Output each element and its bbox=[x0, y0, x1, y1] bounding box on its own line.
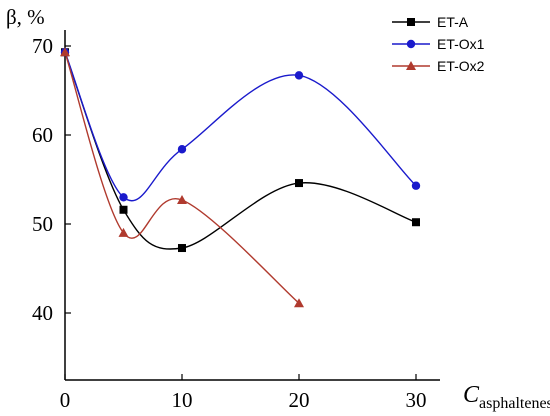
series-line-et-a bbox=[64, 51, 417, 250]
series-curves bbox=[64, 51, 417, 304]
data-point-et-a bbox=[412, 218, 420, 227]
x-tick-label: 0 bbox=[60, 388, 71, 412]
x-tick-label: 30 bbox=[406, 388, 427, 412]
data-point-et-ox2 bbox=[118, 227, 129, 237]
legend: ET-A ET-Ox1 ET-Ox2 bbox=[392, 14, 485, 74]
legend-label-et-ox1: ET-Ox1 bbox=[437, 36, 485, 52]
x-tick-label: 10 bbox=[172, 388, 193, 412]
legend-item-et-ox2: ET-Ox2 bbox=[392, 58, 485, 74]
legend-marker-et-a bbox=[407, 18, 415, 26]
legend-item-et-ox1: ET-Ox1 bbox=[392, 36, 485, 52]
data-point-et-ox1 bbox=[294, 71, 304, 80]
series-line-et-ox1 bbox=[64, 51, 417, 202]
axes bbox=[64, 30, 440, 381]
x-axis-label-main: C bbox=[463, 382, 480, 408]
legend-item-et-a: ET-A bbox=[392, 14, 469, 30]
data-point-et-a bbox=[178, 244, 186, 253]
legend-marker-et-ox1 bbox=[406, 39, 416, 49]
legend-marker-et-ox2 bbox=[406, 61, 416, 70]
series-line-et-ox2 bbox=[64, 52, 300, 304]
y-tick-label: 40 bbox=[32, 301, 53, 325]
y-tick-label: 50 bbox=[32, 212, 53, 236]
y-axis-label: β, % bbox=[6, 5, 45, 29]
data-point-et-a bbox=[295, 179, 303, 188]
data-point-et-ox2 bbox=[294, 298, 304, 308]
x-axis-label-sub: asphaltenes bbox=[479, 395, 550, 412]
data-point-et-a bbox=[119, 205, 128, 214]
x-axis-label: Casphaltenes bbox=[463, 382, 550, 412]
y-tick-label: 60 bbox=[32, 123, 53, 147]
data-point-et-ox1 bbox=[411, 181, 421, 190]
series-markers bbox=[60, 47, 421, 308]
y-tick-label: 70 bbox=[32, 34, 53, 58]
data-point-et-ox1 bbox=[119, 193, 128, 202]
x-tick-label: 20 bbox=[289, 388, 310, 412]
data-point-et-ox1 bbox=[177, 145, 187, 154]
legend-label-et-a: ET-A bbox=[437, 14, 469, 30]
ticks: 0 10 20 30 40 50 60 70 bbox=[32, 34, 427, 412]
legend-label-et-ox2: ET-Ox2 bbox=[437, 58, 485, 74]
data-point-et-ox2 bbox=[177, 194, 187, 204]
data-point-et-ox2 bbox=[60, 47, 70, 57]
